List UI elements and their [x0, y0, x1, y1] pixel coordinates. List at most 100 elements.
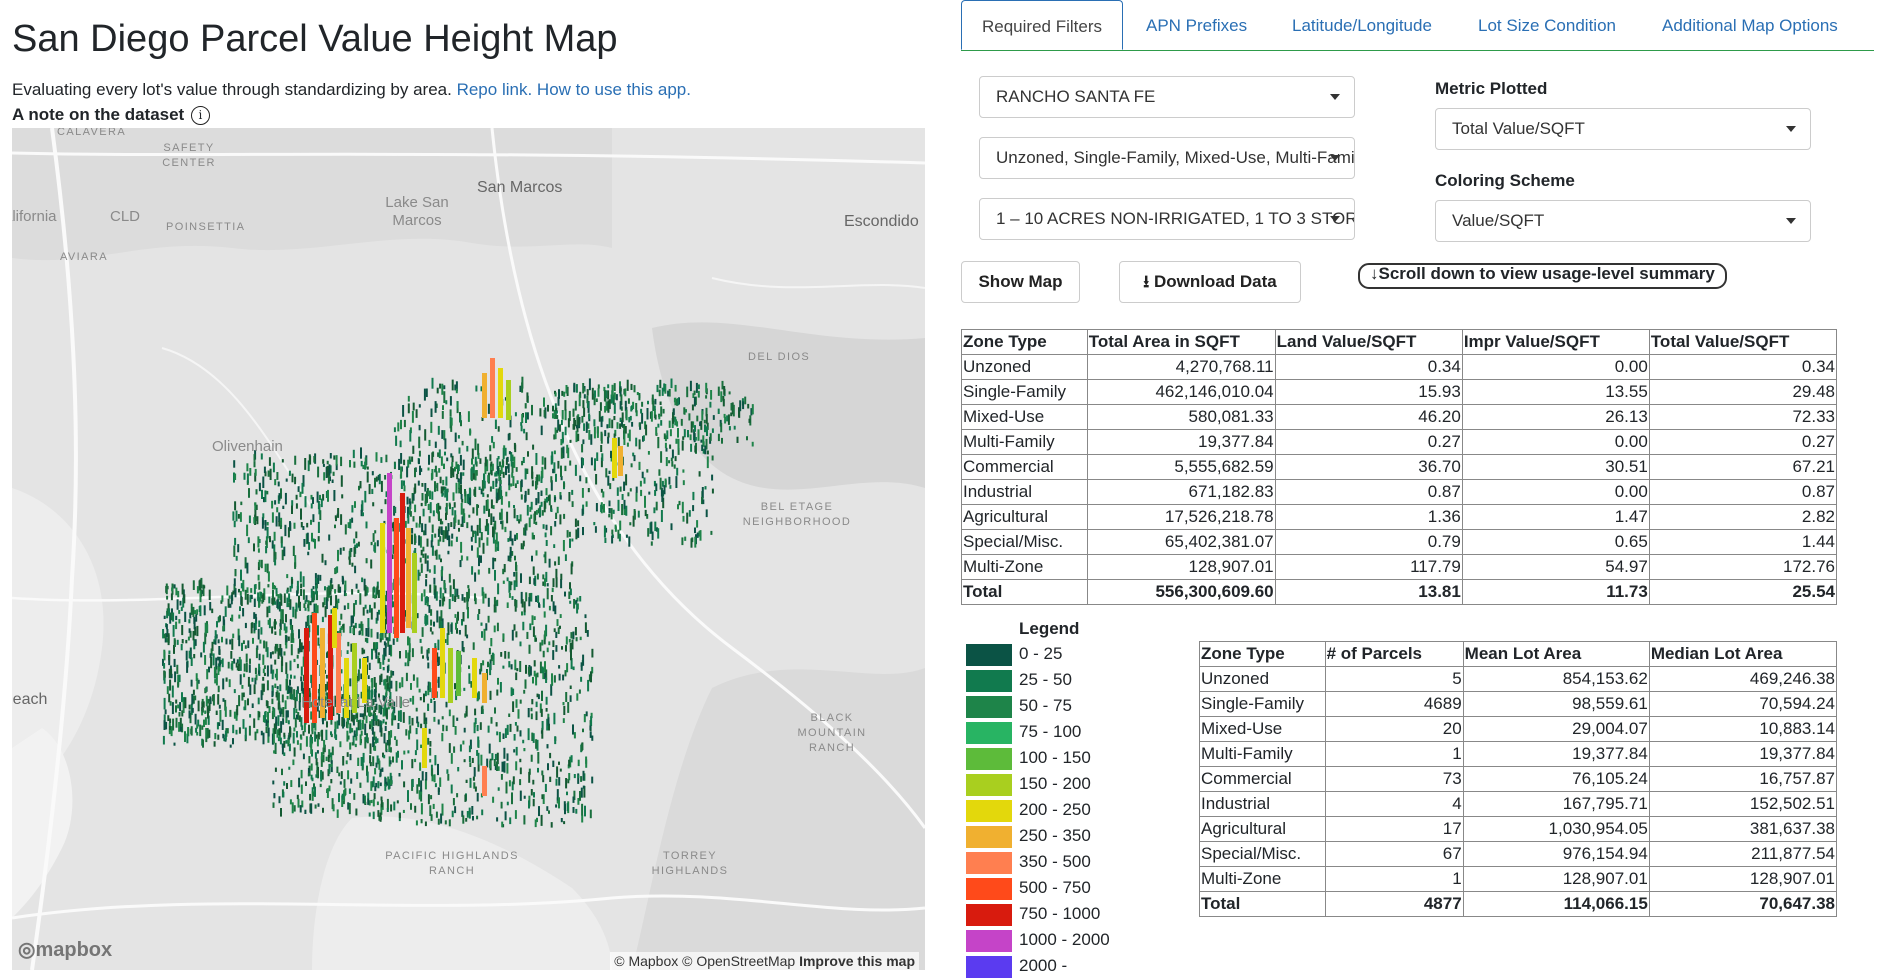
mapbox-logo[interactable]: ◎mapbox [18, 939, 113, 961]
parcel-bar [673, 397, 676, 403]
parcel-bar [296, 714, 298, 719]
parcel-bar [294, 555, 297, 567]
parcel-bar [329, 752, 332, 757]
zone-select[interactable]: Unzoned, Single-Family, Mixed-Use, Multi… [979, 137, 1355, 179]
coloring-select[interactable]: Value/SQFT [1435, 200, 1811, 242]
parcel-bar [472, 642, 475, 650]
parcel-bar [623, 433, 626, 445]
parcel-bar [202, 641, 205, 653]
parcel-bar [480, 793, 483, 798]
community-select[interactable]: RANCHO SANTA FE [979, 76, 1355, 118]
parcel-bar [664, 435, 667, 442]
tab-additional-map-options[interactable]: Additional Map Options [1662, 16, 1838, 35]
attribution-text: © Mapbox © OpenStreetMap [614, 953, 796, 969]
parcel-bar [275, 692, 278, 698]
parcel-bar [274, 500, 277, 505]
parcel-bar [607, 384, 610, 389]
repo-link[interactable]: Repo link. [456, 80, 533, 99]
parcel-bar [655, 483, 658, 492]
parcel-bar [191, 707, 194, 713]
parcel-bar [352, 643, 357, 713]
parcel-bar [491, 753, 494, 761]
metric-select[interactable]: Total Value/SQFT [1435, 108, 1811, 150]
parcel-bar [352, 627, 355, 634]
parcel-bar [458, 527, 460, 532]
table-cell: 54.97 [1461, 554, 1650, 580]
tab-lot-size-condition[interactable]: Lot Size Condition [1478, 16, 1616, 35]
download-data-button[interactable]: ⭳ Download Data [1119, 261, 1301, 303]
parcel-bar [194, 626, 197, 636]
parcel-bar [562, 702, 565, 706]
parcel-bar [359, 734, 362, 746]
parcel-bar [689, 380, 692, 392]
land-use-value: 1 – 10 ACRES NON-IRRIGATED, 1 TO 3 STORY [996, 209, 1355, 228]
parcel-bar [272, 590, 274, 602]
parcel-bar [704, 486, 707, 490]
parcel-bar [556, 766, 559, 778]
parcel-bar [490, 513, 493, 525]
parcel-map[interactable]: CALAVERA SAFETY CENTER Lake San Marcos San … [12, 128, 925, 970]
parcel-bar [286, 574, 289, 579]
parcel-bar [436, 387, 439, 394]
parcel-bar [234, 537, 237, 546]
parcel-bar [560, 419, 563, 426]
parcel-bar [557, 396, 560, 406]
parcel-bar [582, 383, 585, 394]
parcel-bar [541, 466, 544, 478]
parcel-bar [169, 679, 172, 691]
parcel-bar [426, 491, 428, 503]
parcel-bar [244, 557, 247, 569]
parcel-bar [594, 390, 596, 398]
howto-link[interactable]: How to use this app. [536, 80, 691, 99]
tab-latitude-longitude[interactable]: Latitude/Longitude [1292, 16, 1432, 35]
parcel-bar [189, 612, 192, 619]
parcel-bar [360, 673, 363, 680]
scroll-down-note[interactable]: ↓Scroll down to view usage-level summary [1358, 263, 1727, 289]
parcel-bar [700, 439, 703, 443]
parcel-bar [502, 460, 505, 468]
tab-apn-prefixes[interactable]: APN Prefixes [1146, 16, 1248, 35]
parcel-bar [698, 530, 701, 537]
parcel-bar [374, 682, 377, 693]
parcel-bar [197, 719, 200, 727]
parcel-bar [298, 629, 300, 639]
parcel-bar [425, 579, 428, 587]
parcel-bar [549, 776, 552, 782]
land-use-select[interactable]: 1 – 10 ACRES NON-IRRIGATED, 1 TO 3 STORY [979, 198, 1355, 240]
parcel-bar [332, 471, 335, 476]
parcel-bar [558, 761, 560, 765]
improve-map-link[interactable]: Improve this map [799, 953, 915, 969]
parcel-bar [570, 563, 573, 575]
coloring-value: Value/SQFT [1452, 211, 1545, 230]
show-map-button[interactable]: Show Map [961, 261, 1080, 303]
parcel-bar [577, 774, 580, 778]
parcel-bar [675, 438, 678, 444]
parcel-bar [613, 433, 616, 438]
parcel-bar [178, 712, 181, 717]
parcel-bar [265, 719, 268, 727]
parcel-bar [541, 639, 544, 646]
parcel-bar [432, 648, 437, 698]
parcel-bar [379, 662, 382, 669]
parcel-bar [428, 454, 430, 465]
parcel-bar [214, 679, 217, 684]
parcel-bar [514, 555, 516, 561]
parcel-bar [531, 404, 533, 416]
table-cell: Special/Misc. [1199, 841, 1326, 867]
parcel-bar [246, 473, 249, 483]
tab-required-filters[interactable]: Required Filters [961, 0, 1123, 50]
parcel-bar [293, 522, 296, 529]
parcel-bar [487, 597, 490, 607]
parcel-bar [439, 383, 442, 389]
parcel-bar [511, 596, 514, 600]
parcel-bar [286, 695, 289, 700]
dataset-note[interactable]: A note on the dataset i [12, 105, 210, 125]
info-icon[interactable]: i [190, 106, 210, 125]
table-cell: 4877 [1324, 891, 1464, 917]
parcel-bar [322, 807, 324, 813]
parcel-bar [277, 481, 280, 487]
parcel-bar [169, 612, 172, 624]
parcel-bar [407, 660, 410, 667]
parcel-bar [612, 509, 615, 514]
parcel-bar [608, 399, 611, 410]
